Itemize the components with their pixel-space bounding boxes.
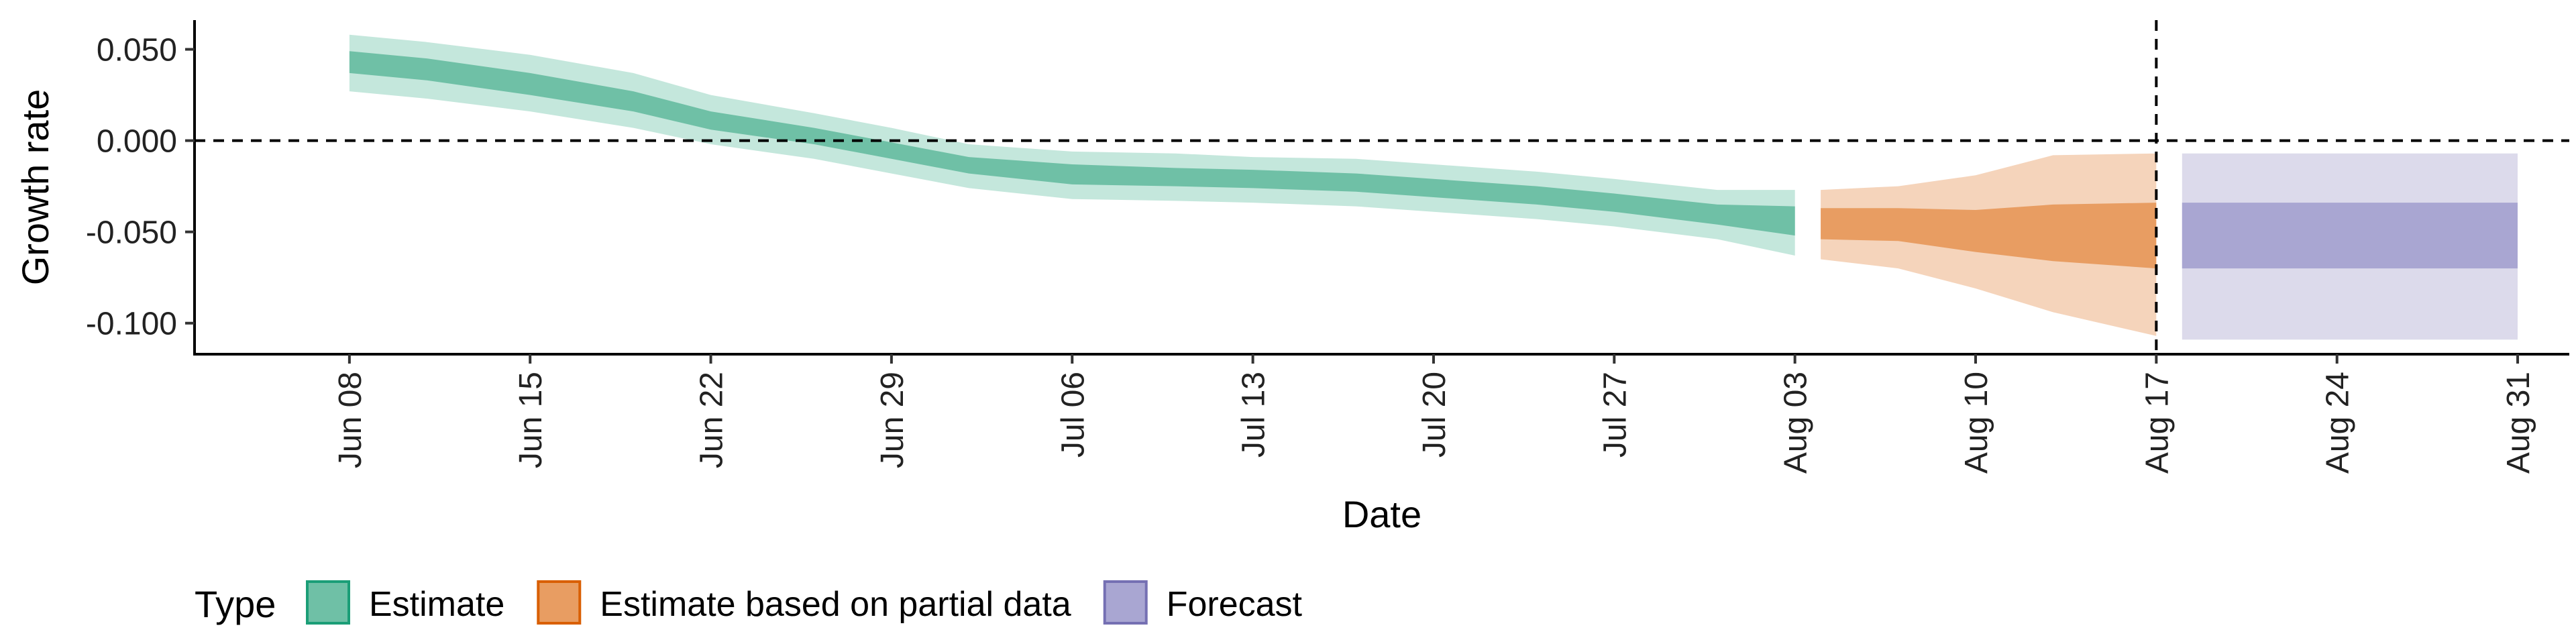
reference-lines	[195, 20, 2569, 354]
x-axis-ticks: Jun 08 Jun 15 Jun 22 Jun 29 Jul 06 Jul 13 Jul …	[333, 354, 2536, 474]
series-forecast	[2182, 153, 2518, 340]
y-tick-label: 0.050	[97, 33, 177, 68]
band-50-estimate-based-on-partial-data	[1821, 203, 2157, 269]
x-tick-label: Aug 31	[2501, 372, 2536, 474]
y-tick-label: -0.100	[86, 307, 177, 342]
legend-label: Forecast	[1167, 585, 1303, 624]
y-tick-label: -0.050	[86, 215, 177, 251]
legend-label: Estimate based on partial data	[600, 585, 1071, 624]
legend-swatch	[1103, 580, 1148, 625]
band-90-estimate	[349, 34, 1795, 256]
series-bands	[349, 34, 2518, 340]
series-estimate	[349, 34, 1795, 256]
band-50-forecast	[2182, 203, 2518, 269]
x-tick-label: Aug 03	[1778, 372, 1814, 474]
x-tick-label: Jul 06	[1055, 372, 1091, 458]
y-tick-label: 0.000	[97, 124, 177, 160]
series-estimate-based-on-partial-data	[1821, 153, 2157, 336]
band-50-estimate	[349, 51, 1795, 236]
x-tick-label: Jul 20	[1417, 372, 1452, 458]
x-tick-label: Aug 24	[2320, 372, 2356, 474]
x-axis-title: Date	[1342, 493, 1421, 535]
x-tick-label: Jul 27	[1597, 372, 1633, 458]
x-tick-label: Jun 15	[513, 372, 549, 468]
x-tick-label: Jun 08	[333, 372, 368, 468]
legend-item-estimate-based-on-partial-data: Estimate based on partial data	[537, 580, 1071, 625]
y-axis-ticks: 0.050 0.000 -0.050 -0.100	[86, 33, 195, 342]
legend: Type Estimate Estimate based on partial d…	[195, 580, 1303, 625]
legend-item-forecast: Forecast	[1103, 580, 1303, 625]
legend-swatch	[306, 580, 350, 625]
legend-swatch	[537, 580, 582, 625]
x-tick-label: Jun 22	[694, 372, 730, 468]
y-axis-title: Growth rate	[14, 89, 56, 286]
legend-title: Type	[195, 583, 276, 625]
x-tick-label: Aug 10	[1959, 372, 1994, 474]
legend-item-estimate: Estimate	[306, 580, 504, 625]
legend-label: Estimate	[369, 585, 504, 624]
axes	[193, 20, 2569, 356]
x-tick-label: Jun 29	[875, 372, 910, 468]
x-tick-label: Aug 17	[2139, 372, 2175, 474]
x-tick-label: Jul 13	[1236, 372, 1272, 458]
